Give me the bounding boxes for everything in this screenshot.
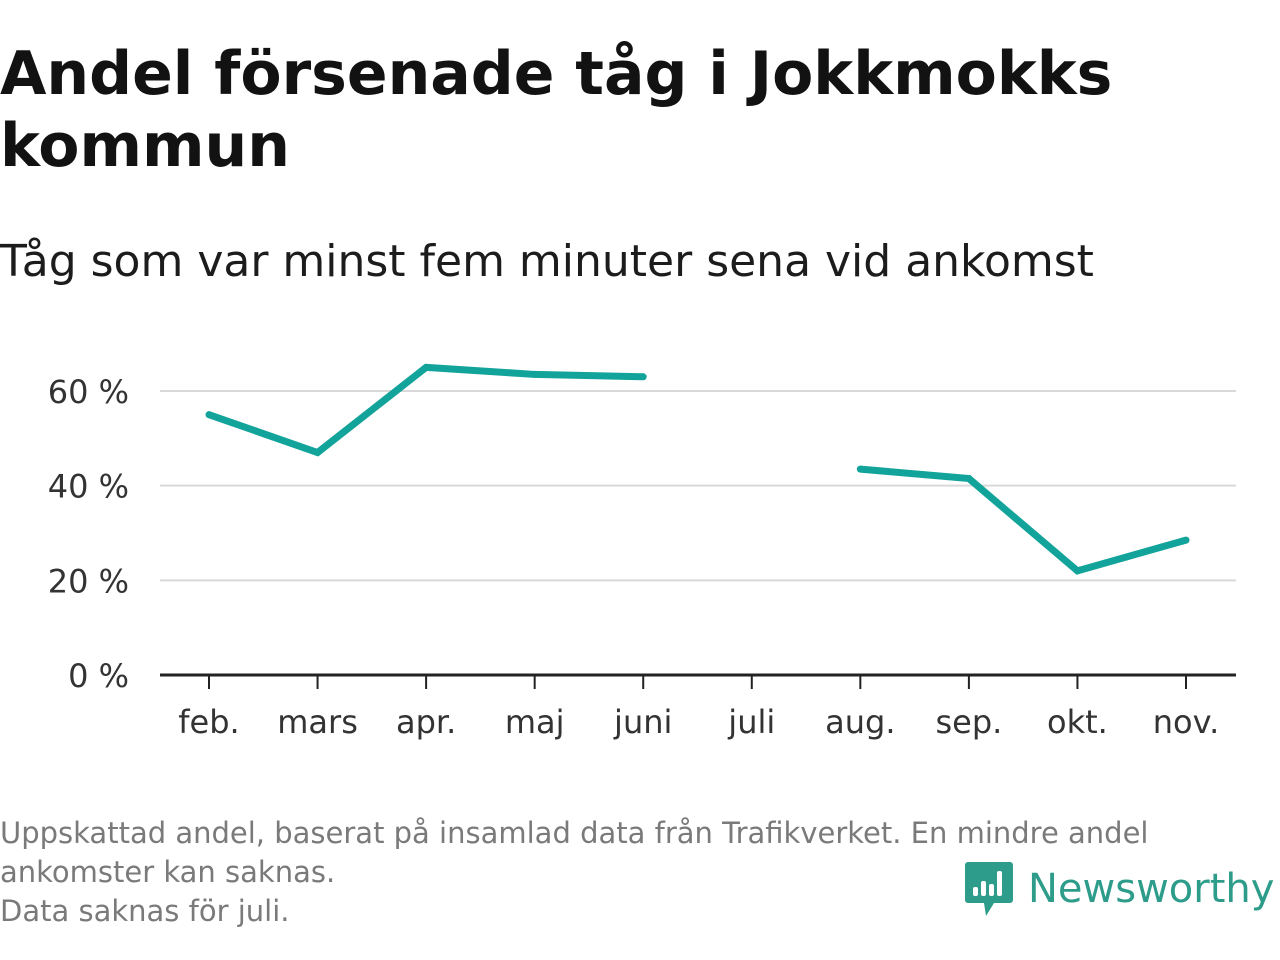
data-point [639, 373, 647, 381]
series-line-segment [860, 465, 1187, 575]
data-point [531, 370, 539, 378]
line-chart: 0 % 20 % 40 % 60 % feb. mars apr. maj juni juli a… [48, 363, 1236, 741]
data-point [856, 465, 864, 473]
x-axis [160, 673, 1236, 689]
x-tick-label: okt. [1047, 703, 1108, 741]
series-line-segment [207, 363, 644, 457]
brand-name: Newsworthy [1028, 866, 1275, 912]
data-point [205, 411, 213, 419]
gridlines [160, 390, 1236, 582]
data-point [1073, 567, 1081, 575]
x-tick-label: feb. [178, 703, 239, 741]
newsworthy-logo: Newsworthy [964, 860, 1274, 918]
source-note: Uppskattad andel, baserat på insamlad da… [0, 816, 1149, 889]
y-tick-label: 60 % [48, 373, 129, 411]
x-tick-label: mars [277, 703, 358, 741]
series-lines [205, 363, 1190, 575]
y-tick-label: 40 % [48, 468, 129, 506]
x-tick-label: juli [727, 703, 775, 741]
x-tick-label: apr. [396, 703, 456, 741]
missing-data-note: Data saknas för juli. [0, 894, 290, 928]
x-tick-label: sep. [935, 703, 1002, 741]
data-point [965, 475, 973, 483]
chart-subtitle: Tåg som var minst fem minuter sena vid a… [0, 236, 1094, 287]
newsworthy-logo-icon [965, 862, 1013, 916]
y-axis-tick-labels: 0 % 20 % 40 % 60 % [48, 373, 129, 695]
chart-title: Andel försenade tåg i Jokkmokks kommun [0, 39, 1113, 181]
x-tick-label: maj [505, 703, 565, 741]
data-point [1182, 536, 1190, 544]
x-tick-label: juni [613, 703, 672, 741]
y-tick-label: 20 % [48, 562, 129, 600]
y-tick-label: 0 % [68, 657, 129, 695]
x-axis-tick-labels: feb. mars apr. maj juni juli aug. sep. okt. nov. [178, 703, 1219, 741]
footer-notes: Uppskattad andel, baserat på insamlad da… [0, 814, 1275, 931]
x-tick-label: nov. [1153, 703, 1219, 741]
data-point [422, 363, 430, 371]
data-point [314, 449, 322, 457]
x-tick-label: aug. [825, 703, 895, 741]
